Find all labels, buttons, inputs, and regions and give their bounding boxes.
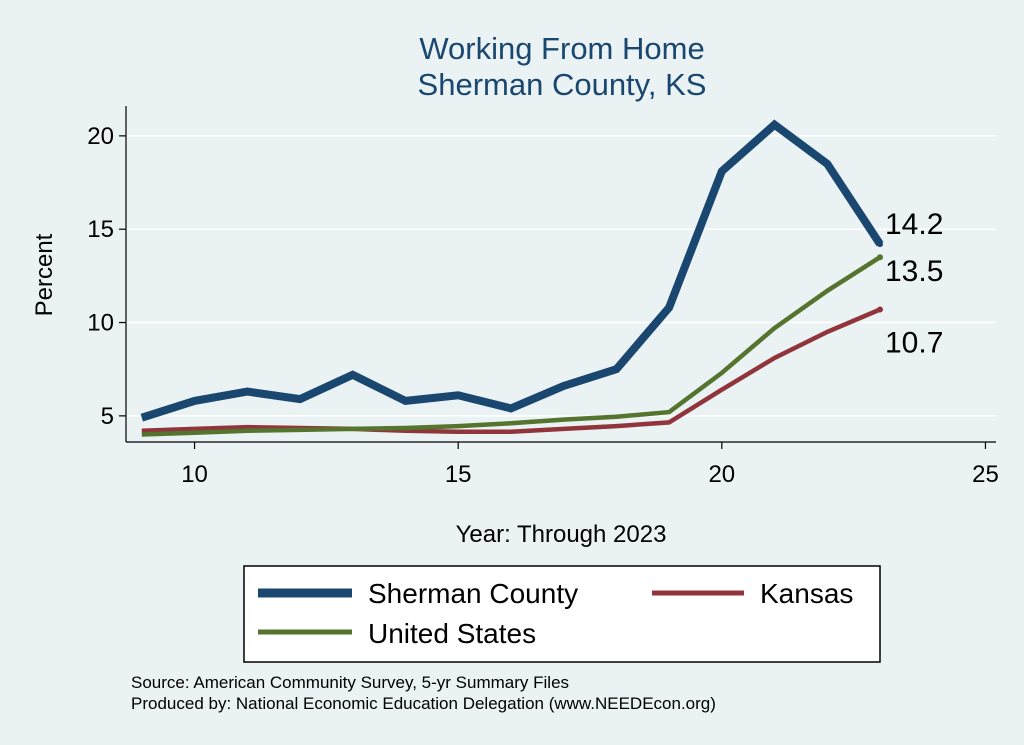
legend-box	[243, 565, 881, 663]
x-tick-label-10: 10	[181, 461, 208, 488]
end-labels: 14.2 10.7 13.5	[885, 208, 943, 359]
y-axis-title: Percent	[31, 233, 58, 316]
end-label-united-states: 13.5	[885, 255, 943, 288]
end-label-kansas: 10.7	[885, 326, 943, 359]
series-line-sherman-county	[140, 119, 884, 422]
x-axis-title: Year: Through 2023	[456, 521, 667, 548]
y-tick-label-15: 15	[87, 216, 114, 243]
chart-title-line-1: Working From Home	[419, 31, 704, 66]
x-tick-label-25: 25	[972, 461, 999, 488]
y-tick-label-5: 5	[101, 403, 114, 430]
source-note: Source: American Community Survey, 5-yr …	[131, 673, 569, 692]
chart-title-line-2: Sherman County, KS	[418, 67, 707, 102]
grid-lines	[126, 135, 996, 417]
legend-label-united-states: United States	[368, 618, 536, 649]
series-end-point-kansas	[877, 306, 883, 313]
series-end-point-united-states	[877, 254, 883, 261]
producer-note: Produced by: National Economic Education…	[131, 694, 716, 713]
y-tick-label-20: 20	[87, 123, 114, 150]
x-tick-label-20: 20	[708, 461, 735, 488]
y-tick-label-10: 10	[87, 310, 114, 337]
series-end-point-sherman-county	[877, 241, 883, 248]
end-label-sherman-county: 14.2	[885, 208, 943, 241]
series-line-kansas	[141, 307, 881, 434]
axes: 5 10 15 20 10 15 20 25	[87, 106, 999, 488]
series-lines	[140, 119, 884, 437]
x-tick-label-15: 15	[445, 461, 472, 488]
legend-label-kansas: Kansas	[760, 578, 853, 609]
series-line-united-states	[141, 255, 882, 437]
legend-label-sherman-county: Sherman County	[368, 578, 578, 609]
